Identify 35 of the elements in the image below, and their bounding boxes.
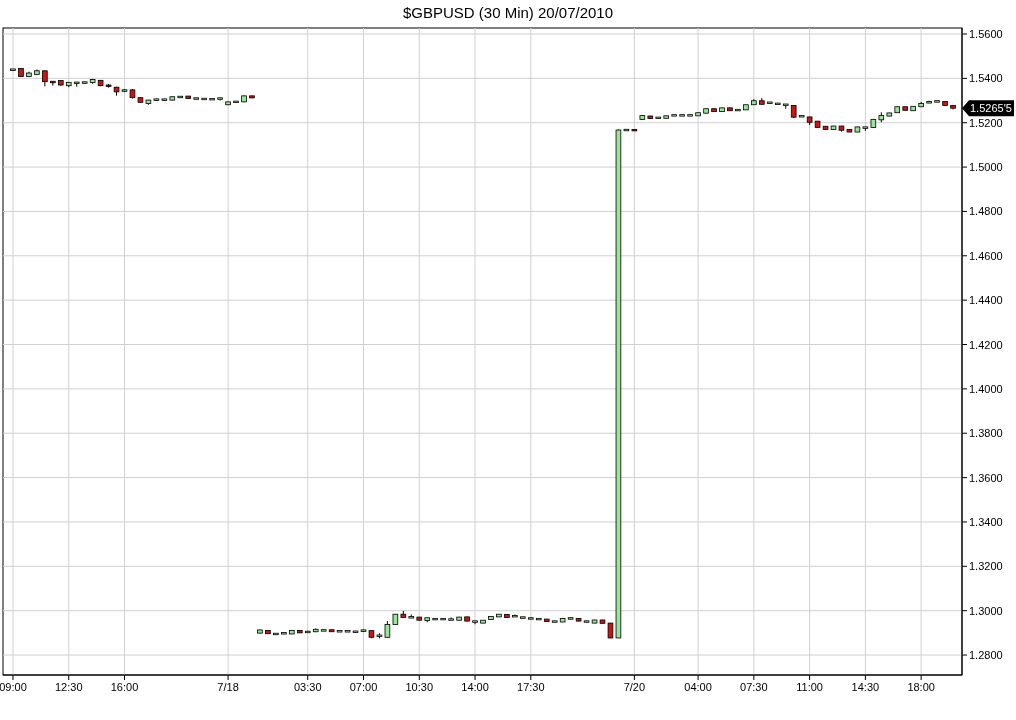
x-tick-label: 09:00 — [0, 681, 27, 693]
x-tick-label: 14:30 — [851, 681, 880, 693]
x-tick-label: 7/20 — [623, 681, 646, 693]
x-tick-label: 07:30 — [740, 681, 768, 693]
y-tick-label: 1.3400 — [969, 515, 1003, 528]
x-tick-label: 04:00 — [684, 681, 712, 693]
x-tick-label: 07:00 — [349, 681, 378, 693]
y-tick-label: 1.5200 — [969, 116, 1003, 129]
y-tick-label: 1.4000 — [969, 382, 1003, 395]
x-tick-label: 17:30 — [517, 681, 545, 693]
x-tick-label: 14:00 — [461, 681, 489, 693]
y-tick-label: 1.3000 — [969, 604, 1003, 617]
candlestick — [512, 613, 518, 618]
y-tick-label: 1.4600 — [969, 249, 1003, 262]
candlestick — [217, 97, 223, 102]
x-tick-label: 12:30 — [54, 681, 83, 693]
y-tick-label: 1.5000 — [969, 161, 1003, 174]
y-tick-label: 1.5400 — [969, 72, 1003, 85]
y-tick-label: 1.4400 — [969, 294, 1003, 307]
y-tick-label: 1.3800 — [969, 427, 1003, 440]
x-tick-label: 7/18 — [217, 681, 239, 693]
y-tick-label: 1.3600 — [969, 471, 1003, 484]
candlestick — [448, 616, 454, 621]
y-tick-label: 1.3200 — [969, 560, 1003, 573]
chart-title: $GBPUSD (30 Min) 20/07/2010 — [402, 4, 614, 21]
x-tick-label: 16:00 — [110, 681, 139, 693]
y-tick-label: 1.5600 — [969, 27, 1003, 40]
x-tick-label: 11:00 — [796, 681, 823, 693]
y-tick-label: 1.2800 — [969, 649, 1003, 662]
text: 1.5265'5 — [970, 102, 1012, 115]
x-tick-label: 03:30 — [293, 681, 322, 693]
y-tick-label: 1.4800 — [969, 205, 1003, 218]
x-tick-label: 18:00 — [907, 681, 935, 693]
x-tick-label: 10:30 — [405, 681, 434, 693]
y-tick-label: 1.4200 — [969, 338, 1003, 351]
